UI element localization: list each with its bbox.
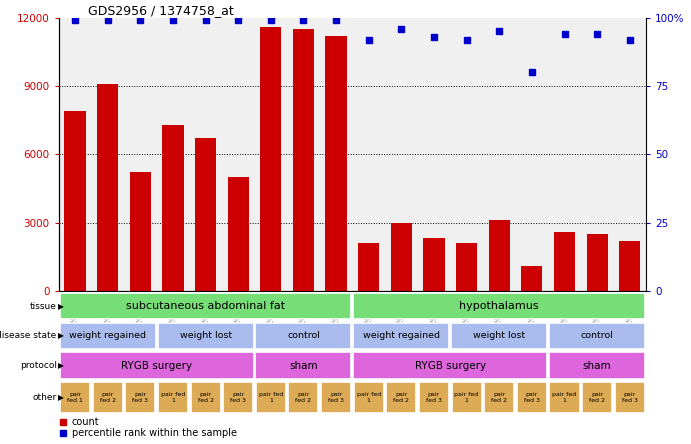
- Text: ▶: ▶: [58, 301, 64, 311]
- Text: control: control: [580, 331, 614, 341]
- Text: tissue: tissue: [30, 301, 57, 311]
- Text: sham: sham: [289, 361, 318, 371]
- Bar: [517, 382, 547, 413]
- Bar: [325, 36, 347, 291]
- Text: pair
fed 3: pair fed 3: [524, 392, 540, 403]
- Bar: [484, 382, 514, 413]
- Text: weight lost: weight lost: [473, 331, 525, 341]
- Text: pair
fed 3: pair fed 3: [132, 392, 149, 403]
- Bar: [615, 382, 645, 413]
- Bar: [60, 382, 90, 413]
- Text: pair
fed 2: pair fed 2: [589, 392, 605, 403]
- Bar: [256, 382, 286, 413]
- Bar: [158, 382, 188, 413]
- Text: weight regained: weight regained: [363, 331, 440, 341]
- Bar: [419, 382, 449, 413]
- Bar: [59, 323, 155, 349]
- Bar: [424, 238, 444, 291]
- Bar: [353, 293, 645, 319]
- Bar: [549, 323, 645, 349]
- Text: control: control: [287, 331, 320, 341]
- Bar: [130, 172, 151, 291]
- Bar: [321, 382, 351, 413]
- Bar: [223, 382, 253, 413]
- Bar: [582, 382, 612, 413]
- Text: pair
fed 2: pair fed 2: [491, 392, 507, 403]
- Text: RYGB surgery: RYGB surgery: [415, 361, 486, 371]
- Text: pair
fed 2: pair fed 2: [100, 392, 115, 403]
- Text: pair
fed 3: pair fed 3: [230, 392, 246, 403]
- Bar: [162, 125, 184, 291]
- Text: pair fed
1: pair fed 1: [455, 392, 479, 403]
- Text: ▶: ▶: [58, 361, 64, 370]
- Bar: [456, 243, 477, 291]
- Text: sham: sham: [583, 361, 612, 371]
- Bar: [549, 353, 645, 379]
- Bar: [619, 241, 641, 291]
- Text: other: other: [32, 393, 57, 402]
- Text: pair fed
1: pair fed 1: [552, 392, 576, 403]
- Bar: [293, 29, 314, 291]
- Bar: [59, 353, 254, 379]
- Bar: [521, 266, 542, 291]
- Text: pair fed
1: pair fed 1: [258, 392, 283, 403]
- Bar: [353, 323, 449, 349]
- Bar: [353, 353, 547, 379]
- Text: pair
fed 2: pair fed 2: [296, 392, 312, 403]
- Text: count: count: [72, 417, 100, 427]
- Bar: [227, 177, 249, 291]
- Bar: [358, 243, 379, 291]
- Text: pair
fed 2: pair fed 2: [198, 392, 214, 403]
- Text: ▶: ▶: [58, 331, 64, 341]
- Text: pair fed
1: pair fed 1: [161, 392, 185, 403]
- Bar: [452, 382, 482, 413]
- Text: pair
fed 1: pair fed 1: [67, 392, 83, 403]
- Bar: [261, 27, 281, 291]
- Bar: [256, 353, 352, 379]
- Text: pair
fed 3: pair fed 3: [328, 392, 344, 403]
- Text: pair
fed 3: pair fed 3: [622, 392, 638, 403]
- Text: pair fed
1: pair fed 1: [357, 392, 381, 403]
- Bar: [195, 139, 216, 291]
- Text: percentile rank within the sample: percentile rank within the sample: [72, 428, 236, 439]
- Bar: [554, 232, 575, 291]
- Text: weight lost: weight lost: [180, 331, 231, 341]
- Bar: [158, 323, 254, 349]
- Bar: [354, 382, 384, 413]
- Text: hypothalamus: hypothalamus: [460, 301, 539, 311]
- Text: pair
fed 2: pair fed 2: [393, 392, 409, 403]
- Bar: [256, 323, 352, 349]
- Text: disease state: disease state: [0, 331, 57, 341]
- Bar: [125, 382, 155, 413]
- Bar: [386, 382, 417, 413]
- Text: subcutaneous abdominal fat: subcutaneous abdominal fat: [126, 301, 285, 311]
- Bar: [64, 111, 86, 291]
- Bar: [93, 382, 123, 413]
- Bar: [390, 222, 412, 291]
- Bar: [489, 220, 510, 291]
- Text: RYGB surgery: RYGB surgery: [121, 361, 192, 371]
- Bar: [587, 234, 608, 291]
- Bar: [288, 382, 319, 413]
- Text: pair
fed 3: pair fed 3: [426, 392, 442, 403]
- Text: ▶: ▶: [58, 393, 64, 402]
- Bar: [191, 382, 220, 413]
- Bar: [59, 293, 352, 319]
- Bar: [97, 84, 118, 291]
- Text: protocol: protocol: [19, 361, 57, 370]
- Bar: [549, 382, 580, 413]
- Text: weight regained: weight regained: [69, 331, 146, 341]
- Bar: [451, 323, 547, 349]
- Text: GDS2956 / 1374758_at: GDS2956 / 1374758_at: [88, 4, 234, 16]
